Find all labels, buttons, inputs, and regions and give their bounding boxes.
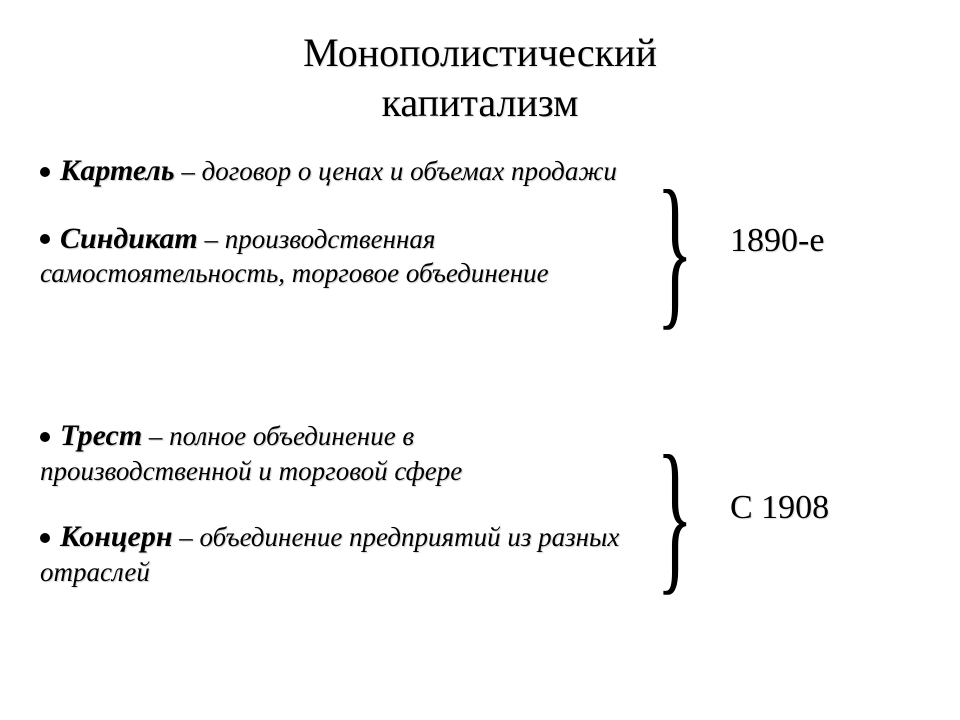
separator: – xyxy=(198,224,225,254)
date-label-1: 1890-е xyxy=(730,222,824,260)
list-item: Синдикат – производственная самостоятель… xyxy=(40,220,620,291)
curly-brace-icon: } xyxy=(657,430,694,600)
group-2: Трест – полное объединение в производств… xyxy=(40,417,920,590)
description: договор о ценах и объемах продажи xyxy=(202,156,617,186)
separator: – xyxy=(142,421,169,451)
list-item: Концерн – объединение предприятий из раз… xyxy=(40,518,620,589)
term: Трест xyxy=(60,419,142,452)
brace-wrap-2: } xyxy=(640,417,710,612)
separator: – xyxy=(175,156,202,186)
group-2-items: Трест – полное объединение в производств… xyxy=(40,417,620,590)
curly-brace-icon: } xyxy=(657,165,694,335)
bullet-icon xyxy=(40,533,50,543)
group-1-items: Картель – договор о ценах и объемах прод… xyxy=(40,152,620,291)
bullet-icon xyxy=(40,432,50,442)
title-line-2: капитализм xyxy=(382,80,579,125)
list-item: Картель – договор о ценах и объемах прод… xyxy=(40,152,620,190)
date-label-2: С 1908 xyxy=(730,489,829,527)
term: Картель xyxy=(60,154,175,187)
term: Синдикат xyxy=(60,222,198,255)
separator: – xyxy=(173,522,200,552)
page-title: Монополистический капитализм xyxy=(0,0,960,152)
title-line-1: Монополистический xyxy=(303,30,657,75)
bullet-icon xyxy=(40,234,50,244)
list-item: Трест – полное объединение в производств… xyxy=(40,417,620,488)
bullet-icon xyxy=(40,167,50,177)
brace-wrap-1: } xyxy=(640,152,710,347)
group-1: Картель – договор о ценах и объемах прод… xyxy=(40,152,920,291)
term: Концерн xyxy=(60,520,173,553)
